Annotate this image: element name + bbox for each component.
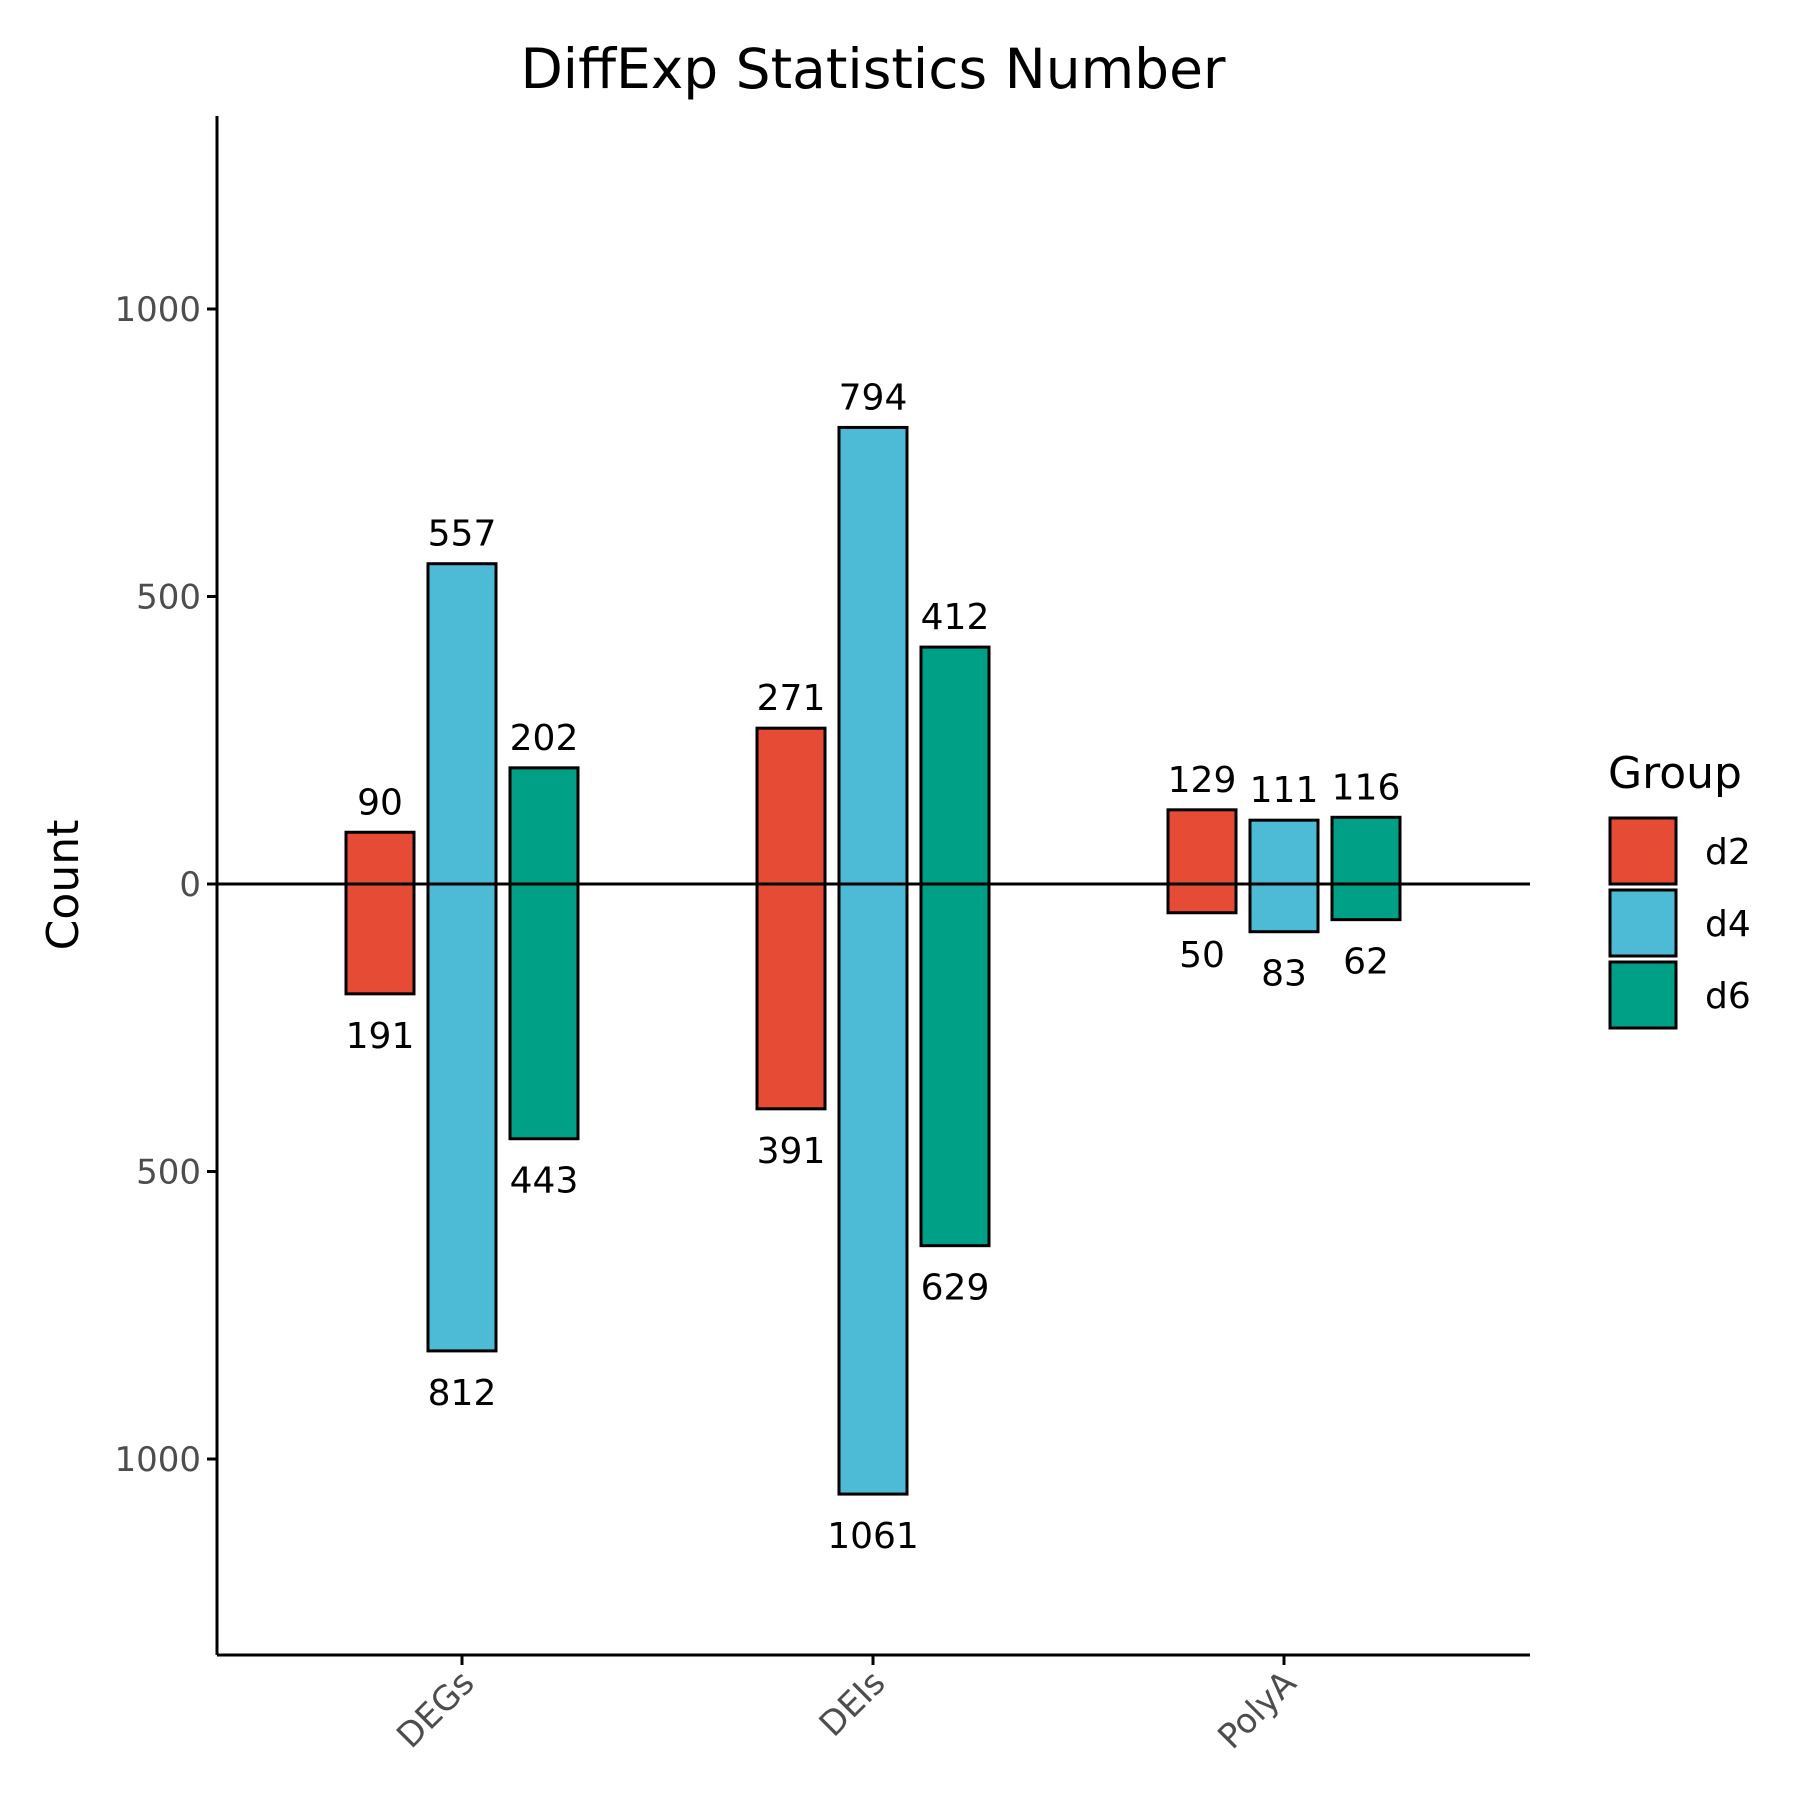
value-label-down: 1061 — [827, 1516, 919, 1557]
value-label-down: 443 — [510, 1161, 579, 1202]
value-label-up: 129 — [1168, 760, 1237, 801]
legend-label-d6: d6 — [1705, 976, 1751, 1017]
y-tick-label: 500 — [136, 578, 201, 618]
x-tick-label: PolyA — [1210, 1663, 1304, 1757]
value-label-down: 812 — [428, 1373, 497, 1414]
value-label-down: 83 — [1261, 954, 1307, 995]
bar-d2-polya — [1166, 808, 1238, 915]
bar-d6-polya — [1330, 815, 1402, 922]
y-axis-label: Count — [38, 820, 89, 951]
legend-key-d2 — [1608, 816, 1678, 886]
y-tick-label: 1000 — [114, 290, 201, 330]
bar-d2-degs — [344, 830, 416, 996]
value-label-down: 391 — [757, 1131, 826, 1172]
bar-d4-degs — [426, 562, 498, 1353]
value-label-up: 412 — [921, 597, 990, 638]
bar-d4-deis — [837, 425, 909, 1496]
value-label-up: 794 — [839, 377, 908, 418]
value-label-up: 202 — [510, 718, 579, 759]
value-label-down: 62 — [1343, 942, 1389, 983]
legend-title: Group — [1608, 748, 1742, 799]
value-label-up: 90 — [357, 782, 403, 823]
value-label-up: 557 — [428, 514, 497, 555]
value-label-down: 50 — [1179, 935, 1225, 976]
x-tick-label: DEIs — [812, 1663, 894, 1745]
y-tick-label: 1000 — [114, 1440, 201, 1480]
legend-key-d4 — [1608, 888, 1678, 958]
legend-key-d6 — [1608, 960, 1678, 1030]
value-label-up: 271 — [757, 678, 826, 719]
plot-area: 1000 500 0 500 1000 90 191 271 391 129 50 557 812 794… — [114, 116, 1751, 1757]
legend-label-d2: d2 — [1705, 832, 1751, 873]
bar-d4-polya — [1248, 818, 1320, 934]
legend-label-d4: d4 — [1705, 904, 1751, 945]
bar-d2-deis — [755, 726, 827, 1111]
value-label-down: 191 — [346, 1016, 415, 1057]
value-label-up: 116 — [1332, 767, 1401, 808]
x-tick-label: DEGs — [389, 1663, 482, 1756]
bar-d6-degs — [508, 766, 580, 1141]
y-tick-label: 0 — [179, 865, 201, 905]
chart-title: DiffExp Statistics Number — [520, 37, 1225, 101]
value-label-up: 111 — [1250, 770, 1319, 811]
bar-d6-deis — [919, 645, 991, 1248]
y-tick-label: 500 — [136, 1153, 201, 1193]
value-label-down: 629 — [921, 1268, 990, 1309]
